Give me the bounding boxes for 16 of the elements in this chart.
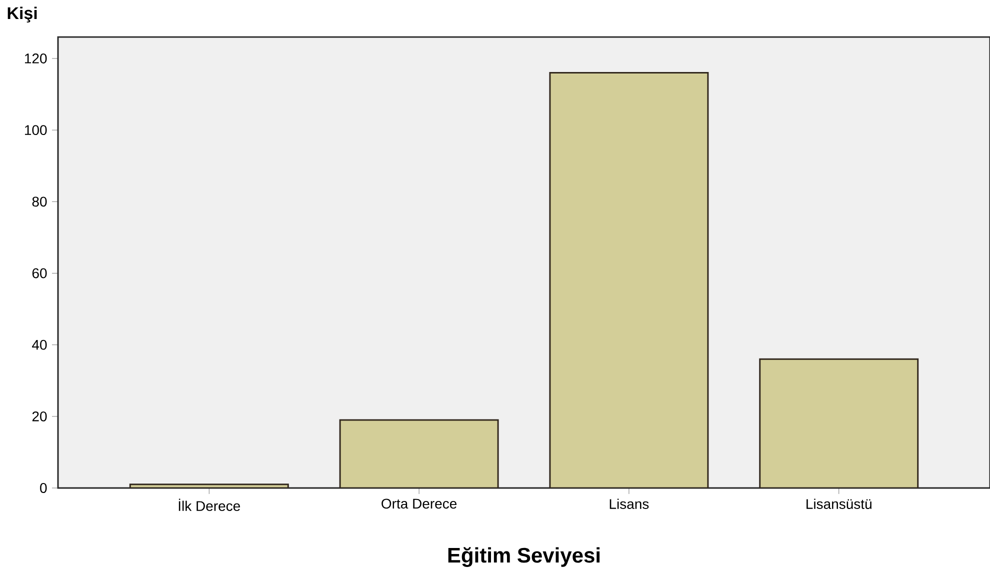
y-tick-label: 0: [40, 483, 47, 493]
y-tick-label: 20: [32, 411, 47, 422]
x-tick-label: Lisans: [610, 498, 649, 509]
y-tick-label: 100: [24, 125, 47, 136]
bar: [549, 72, 709, 488]
x-tick-label: Orta Derece: [382, 498, 457, 509]
x-axis-title: Eğitim Seviyesi: [448, 547, 600, 567]
bar: [759, 358, 919, 488]
bar: [339, 419, 499, 488]
y-tick-label: 60: [32, 268, 47, 278]
x-tick-label: Lisansüstü: [806, 498, 872, 509]
y-tick-label: 40: [32, 340, 47, 350]
x-tick-label: İlk Derece: [178, 498, 240, 512]
y-tick-label: 120: [24, 54, 47, 64]
y-axis-title: Kişi: [8, 6, 37, 23]
y-tick-label: 80: [32, 196, 47, 207]
